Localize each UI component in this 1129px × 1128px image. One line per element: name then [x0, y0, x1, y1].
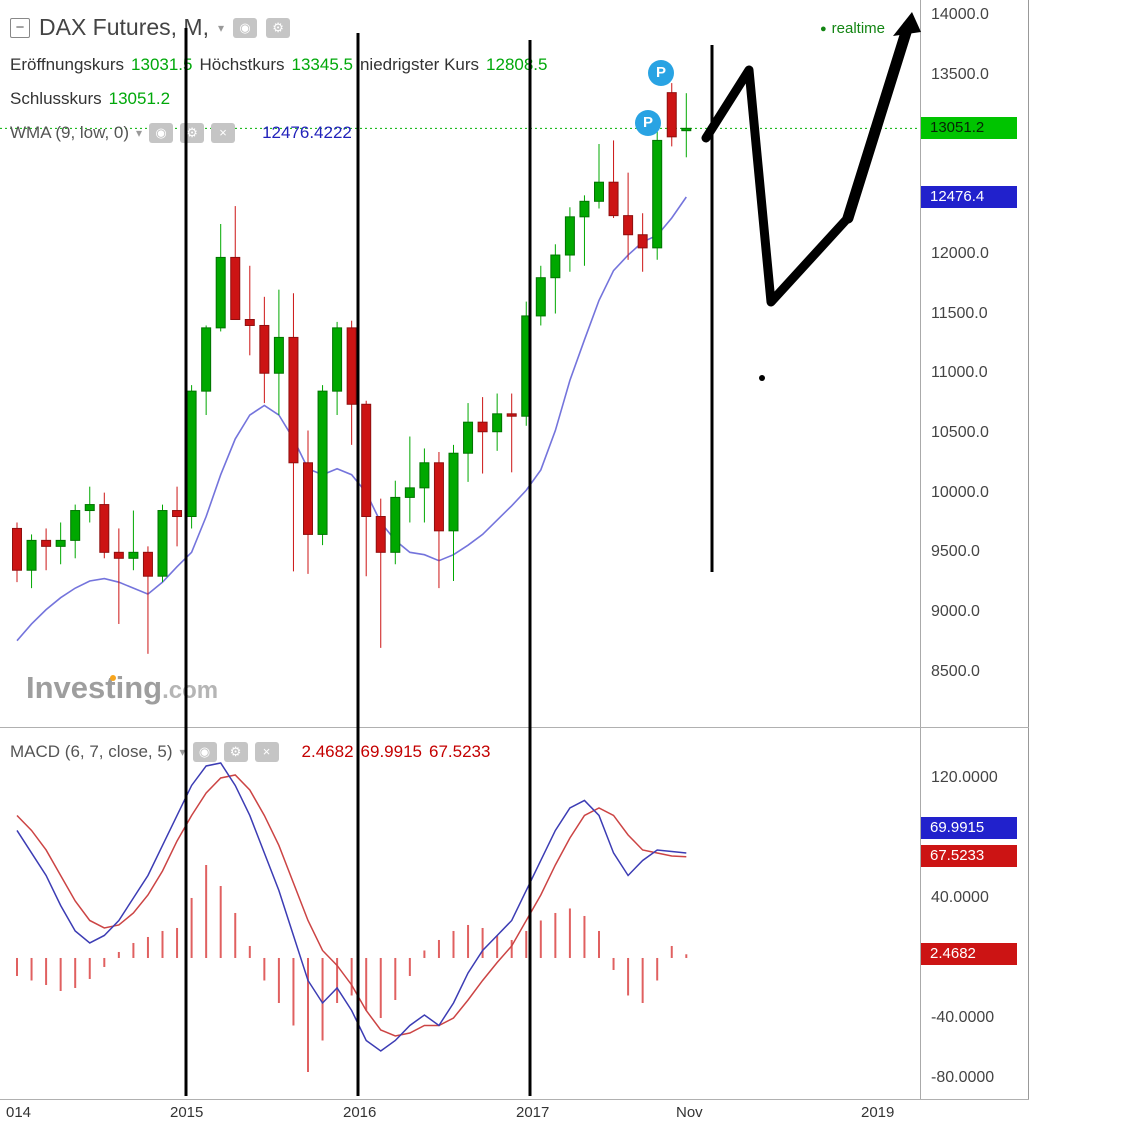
price-tick-label: 10000.0 [931, 483, 989, 501]
gear-icon[interactable]: ⚙ [223, 742, 248, 762]
watermark-orange-dot-icon [110, 675, 116, 681]
chart-header: − DAX Futures, M, ▾ ◉ ⚙ [10, 14, 291, 41]
investing-watermark: Investing.com [26, 670, 218, 706]
close-legend: Schlusskurs 13051.2 [10, 89, 170, 109]
ohlc-legend: Eröffnungskurs 13031.5 Höchstkurs 13345.… [10, 55, 547, 75]
time-label: 2015 [170, 1104, 204, 1121]
macd-hist-badge: 2.4682 [921, 943, 1017, 965]
time-label: Nov [676, 1104, 703, 1121]
panel-separator [0, 727, 1029, 728]
wma-indicator-row: WMA (9, low, 0) ▾ ◉ ⚙ × 12476.4222 [10, 123, 352, 143]
close-label: Schlusskurs [10, 89, 102, 108]
gear-icon[interactable]: ⚙ [180, 123, 205, 143]
price-tick-label: 12000.0 [931, 244, 989, 262]
close-value: 13051.2 [108, 89, 171, 108]
macd-tick-label: -40.0000 [931, 1008, 995, 1026]
chevron-down-icon[interactable]: ▾ [136, 126, 143, 140]
collapse-panel-icon[interactable]: − [10, 17, 30, 38]
price-tick-label: 10500.0 [931, 423, 989, 441]
price-tick-label: 8500.0 [931, 662, 980, 680]
time-axis[interactable]: 014 2015 2016 2017 Nov 2019 [0, 1104, 1129, 1128]
eye-icon[interactable]: ◉ [233, 17, 258, 38]
time-label: 2017 [516, 1104, 550, 1121]
eye-icon[interactable]: ◉ [149, 123, 174, 143]
macd-indicator-label: MACD (6, 7, close, 5) [10, 742, 173, 761]
macd-signal-badge: 67.5233 [921, 845, 1017, 867]
price-tick-label: 13500.0 [931, 65, 989, 83]
realtime-status: ● realtime [820, 20, 885, 37]
time-label: 2019 [861, 1104, 895, 1121]
price-chart-canvas[interactable] [0, 0, 920, 727]
current-price-badge: 13051.2 [921, 117, 1017, 139]
axis-separator [0, 1099, 1029, 1100]
price-tick-label: 14000.0 [931, 6, 989, 24]
position-marker[interactable]: P [648, 60, 674, 86]
low-value: 12808.5 [486, 55, 548, 74]
position-marker[interactable]: P [635, 110, 661, 136]
macd-chart-canvas[interactable] [0, 728, 920, 1099]
price-tick-label: 9500.0 [931, 543, 980, 561]
price-tick-label: 11500.0 [931, 304, 988, 322]
macd-line-value: 69.9915 [360, 742, 422, 761]
high-label: Höchstkurs [199, 55, 285, 74]
chevron-down-icon[interactable]: ▾ [179, 745, 186, 759]
time-label: 014 [6, 1104, 32, 1121]
low-label: niedrigster Kurs [359, 55, 480, 74]
macd-indicator-row: MACD (6, 7, close, 5) ▾ ◉ ⚙ × 2.4682 69.… [10, 742, 490, 762]
price-tick-label: 11000.0 [931, 364, 988, 382]
close-icon[interactable]: × [254, 742, 279, 762]
eye-icon[interactable]: ◉ [192, 742, 217, 762]
watermark-text: Investing [26, 670, 163, 705]
open-label: Eröffnungskurs [10, 55, 125, 74]
wma-price-badge: 12476.4 [921, 186, 1017, 208]
price-tick-label: 9000.0 [931, 603, 980, 621]
realtime-dot-icon: ● [820, 22, 827, 35]
macd-value-badge: 69.9915 [921, 817, 1017, 839]
high-value: 13345.5 [291, 55, 353, 74]
open-value: 13031.5 [131, 55, 193, 74]
wma-value: 12476.4222 [262, 123, 352, 142]
wma-indicator-label: WMA (9, low, 0) [10, 123, 130, 142]
gear-icon[interactable]: ⚙ [266, 17, 291, 38]
macd-tick-label: -80.0000 [931, 1068, 995, 1086]
realtime-label: realtime [831, 20, 886, 37]
macd-tick-label: 120.0000 [931, 768, 998, 786]
macd-tick-label: 40.0000 [931, 888, 989, 906]
macd-hist-value: 2.4682 [301, 742, 354, 761]
watermark-suffix: .com [162, 677, 219, 704]
time-label: 2016 [343, 1104, 377, 1121]
price-axis-column[interactable]: 14000.0 13500.0 12000.0 11500.0 11000.0 10500… [920, 0, 1029, 1100]
macd-signal-value: 67.5233 [428, 742, 491, 761]
close-icon[interactable]: × [211, 123, 236, 143]
chart-title: DAX Futures, M, [39, 14, 209, 40]
chevron-down-icon[interactable]: ▾ [217, 20, 225, 35]
